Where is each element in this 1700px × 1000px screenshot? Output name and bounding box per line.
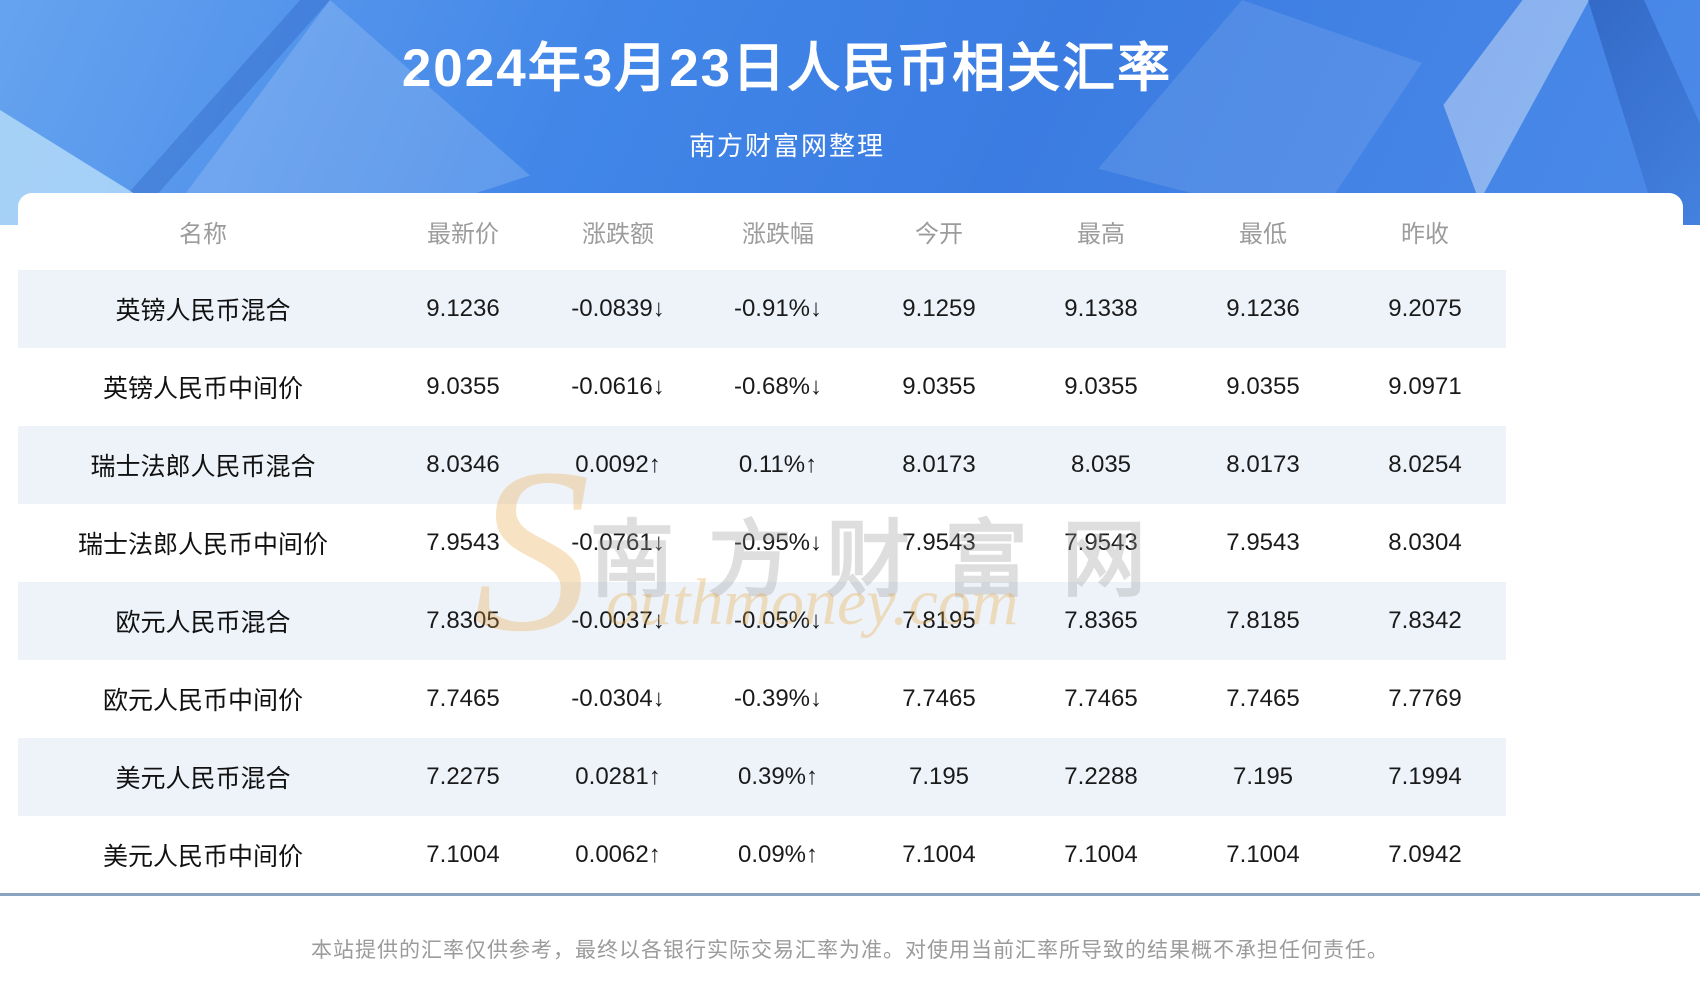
cell-open: 8.0173 (902, 451, 976, 478)
cell-last-price: 9.0355 (426, 373, 500, 400)
cell-last-price: 8.0346 (426, 451, 500, 478)
cell-low: 7.7465 (1226, 685, 1300, 712)
cell-low: 7.1004 (1226, 841, 1300, 868)
cell-change-amount: -0.0839↓ (571, 295, 665, 322)
cell-change-percent: 0.39%↑ (737, 763, 819, 790)
cell-change-percent: -0.05%↓ (733, 607, 823, 634)
cell-name: 英镑人民币混合 (115, 297, 291, 325)
cell-name: 欧元人民币混合 (115, 609, 291, 637)
cell-high: 9.1338 (1064, 295, 1138, 322)
cell-low: 9.0355 (1226, 373, 1300, 400)
cell-change-percent: -0.95%↓ (733, 529, 823, 556)
cell-prev-close: 7.1994 (1388, 763, 1462, 790)
table-row: 英镑人民币混合 9.1236 -0.0839↓ -0.91%↓ 9.1259 9.1338… (18, 270, 1506, 348)
page-footer: 本站提供的汇率仅供参考，最终以各银行实际交易汇率为准。对使用当前汇率所导致的结果… (0, 896, 1700, 1000)
cell-name: 瑞士法郎人民币混合 (90, 453, 316, 481)
cell-prev-close: 9.0971 (1388, 373, 1462, 400)
cell-last-price: 7.8305 (426, 607, 500, 634)
cell-low: 7.8185 (1226, 607, 1300, 634)
column-header: 涨跌额 (582, 221, 654, 248)
cell-low: 7.195 (1232, 763, 1294, 790)
cell-name: 瑞士法郎人民币中间价 (77, 531, 328, 559)
cell-change-amount: -0.0761↓ (571, 529, 665, 556)
cell-name: 美元人民币中间价 (102, 843, 303, 871)
cell-open: 7.1004 (902, 841, 976, 868)
cell-last-price: 7.2275 (426, 763, 500, 790)
table-row: 英镑人民币中间价 9.0355 -0.0616↓ -0.68%↓ 9.0355 9.035… (18, 348, 1506, 426)
cell-high: 7.7465 (1064, 685, 1138, 712)
cell-change-amount: 0.0092↑ (575, 451, 661, 478)
cell-open: 9.1259 (902, 295, 976, 322)
column-header: 最低 (1239, 221, 1287, 248)
cell-prev-close: 7.0942 (1388, 841, 1462, 868)
cell-change-percent: -0.91%↓ (733, 295, 823, 322)
table-row: 欧元人民币中间价 7.7465 -0.0304↓ -0.39%↓ 7.7465 7.746… (18, 660, 1506, 738)
cell-change-amount: -0.0304↓ (571, 685, 665, 712)
cell-high: 7.8365 (1064, 607, 1138, 634)
cell-name: 美元人民币混合 (115, 765, 291, 793)
cell-prev-close: 8.0254 (1388, 451, 1462, 478)
cell-change-percent: 0.09%↑ (737, 841, 819, 868)
cell-low: 8.0173 (1226, 451, 1300, 478)
cell-open: 7.8195 (902, 607, 976, 634)
column-header: 昨收 (1401, 221, 1449, 248)
cell-high: 9.0355 (1064, 373, 1138, 400)
table-row: 瑞士法郎人民币中间价 7.9543 -0.0761↓ -0.95%↓ 7.9543 7.9… (18, 504, 1506, 582)
cell-change-amount: 0.0062↑ (575, 841, 661, 868)
cell-change-percent: -0.68%↓ (733, 373, 823, 400)
cell-open: 7.7465 (902, 685, 976, 712)
table-body: 英镑人民币混合 9.1236 -0.0839↓ -0.91%↓ 9.1259 9.1338… (18, 270, 1506, 893)
cell-open: 7.9543 (902, 529, 976, 556)
cell-high: 7.2288 (1064, 763, 1138, 790)
cell-change-amount: -0.0616↓ (571, 373, 665, 400)
footer-divider-line (0, 893, 1700, 896)
table-row: 瑞士法郎人民币混合 8.0346 0.0092↑ 0.11%↑ 8.0173 8.035 8… (18, 426, 1506, 504)
rates-table: 名称 最新价 涨跌额 涨跌幅 今开 最高 最低 昨收 英镑人民币混合 9.1236 -0.0839… (18, 193, 1506, 893)
cell-change-amount: 0.0281↑ (575, 763, 661, 790)
cell-open: 7.195 (908, 763, 970, 790)
disclaimer-text: 本站提供的汇率仅供参考，最终以各银行实际交易汇率为准。对使用当前汇率所导致的结果… (311, 939, 1389, 962)
column-header: 最高 (1077, 221, 1125, 248)
cell-change-percent: -0.39%↓ (733, 685, 823, 712)
banner-text-block: 2024年3月23日人民币相关汇率 南方财富网整理 (0, 26, 1637, 163)
cell-high: 8.035 (1070, 451, 1132, 478)
cell-prev-close: 9.2075 (1388, 295, 1462, 322)
column-header: 涨跌幅 (742, 221, 814, 248)
table-header-row: 名称 最新价 涨跌额 涨跌幅 今开 最高 最低 昨收 (18, 193, 1506, 270)
cell-last-price: 7.9543 (426, 529, 500, 556)
table-row: 欧元人民币混合 7.8305 -0.0037↓ -0.05%↓ 7.8195 7.8365… (18, 582, 1506, 660)
cell-high: 7.1004 (1064, 841, 1138, 868)
page-subtitle: 南方财富网整理 (688, 131, 885, 161)
cell-open: 9.0355 (902, 373, 976, 400)
page-title: 2024年3月23日人民币相关汇率 (401, 39, 1173, 98)
cell-low: 7.9543 (1226, 529, 1300, 556)
cell-name: 欧元人民币中间价 (102, 687, 303, 715)
cell-last-price: 7.1004 (426, 841, 500, 868)
cell-prev-close: 7.8342 (1388, 607, 1462, 634)
page-header-banner: 2024年3月23日人民币相关汇率 南方财富网整理 (0, 0, 1700, 225)
cell-prev-close: 8.0304 (1388, 529, 1462, 556)
rates-card: 名称 最新价 涨跌额 涨跌幅 今开 最高 最低 昨收 英镑人民币混合 9.1236 -0.0839… (18, 193, 1683, 893)
cell-last-price: 7.7465 (426, 685, 500, 712)
cell-name: 英镑人民币中间价 (102, 375, 303, 403)
cell-low: 9.1236 (1226, 295, 1300, 322)
table-row: 美元人民币混合 7.2275 0.0281↑ 0.39%↑ 7.195 7.2288 7.1… (18, 738, 1506, 816)
cell-high: 7.9543 (1064, 529, 1138, 556)
cell-last-price: 9.1236 (426, 295, 500, 322)
cell-change-percent: 0.11%↑ (738, 451, 818, 478)
column-header: 今开 (915, 221, 963, 248)
column-header: 名称 (179, 221, 227, 248)
table-row: 美元人民币中间价 7.1004 0.0062↑ 0.09%↑ 7.1004 7.1004 7… (18, 816, 1506, 893)
cell-prev-close: 7.7769 (1388, 685, 1462, 712)
column-header: 最新价 (427, 221, 499, 248)
cell-change-amount: -0.0037↓ (571, 607, 665, 634)
